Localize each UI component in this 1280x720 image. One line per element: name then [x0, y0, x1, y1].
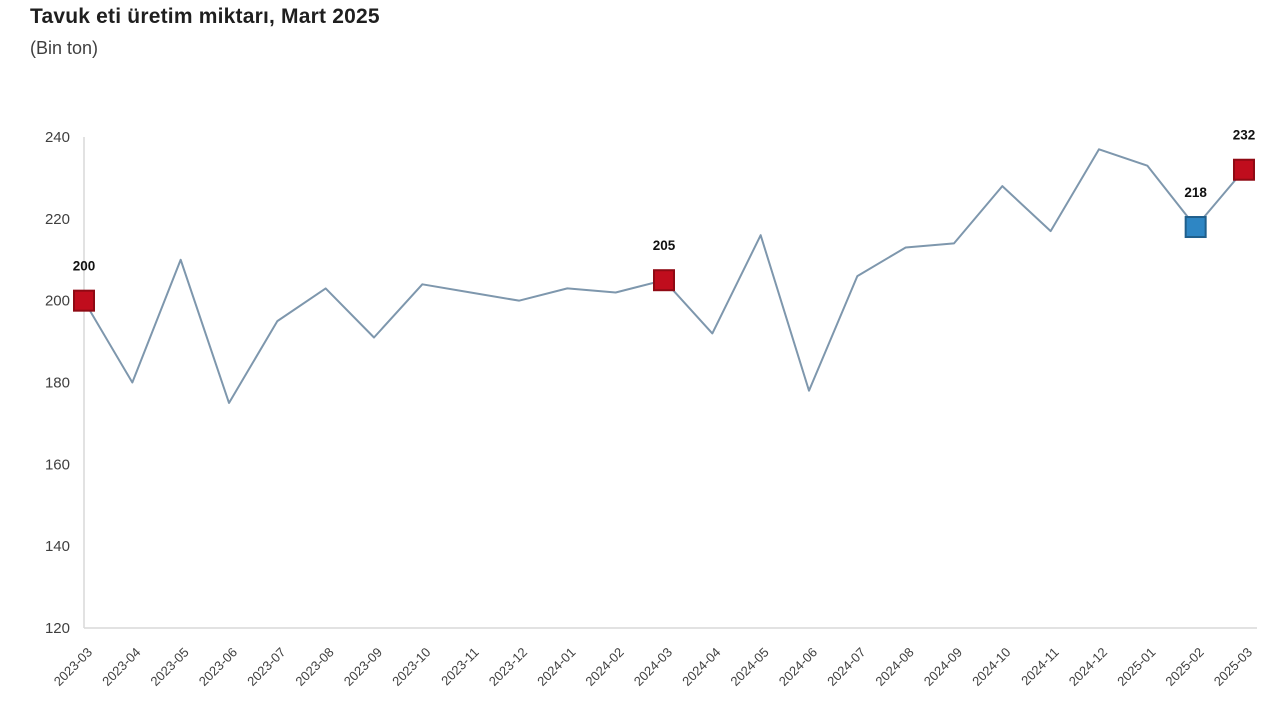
x-tick-label: 2024-10: [969, 645, 1013, 689]
chart-subtitle: (Bin ton): [30, 38, 99, 58]
x-tick-label: 2023-03: [51, 645, 95, 689]
y-tick-label: 120: [45, 620, 70, 637]
x-tick-label: 2023-10: [389, 645, 433, 689]
chart-title: Tavuk eti üretim miktarı, Mart 2025: [30, 5, 380, 28]
y-tick-label: 200: [45, 293, 70, 310]
x-tick-label: 2023-09: [341, 645, 385, 689]
x-tick-label: 2023-06: [196, 645, 240, 689]
x-tick-label: 2023-11: [438, 645, 482, 689]
x-tick-label: 2024-02: [582, 645, 626, 689]
data-label-2025-03: 232: [1233, 128, 1256, 143]
x-tick-label: 2023-08: [292, 645, 336, 689]
x-tick-label: 2023-12: [486, 645, 530, 689]
data-label-2025-02: 218: [1184, 185, 1207, 200]
x-tick-label: 2024-08: [872, 645, 916, 689]
data-marker-2025-03: [1232, 158, 1255, 181]
data-marker-2023-03: [73, 289, 95, 312]
y-tick-label: 160: [45, 456, 70, 473]
y-tick-label: 240: [45, 129, 70, 146]
y-tick-label: 180: [45, 375, 70, 392]
data-marker-2025-02: [1184, 216, 1207, 239]
data-label-2023-03: 200: [73, 259, 96, 274]
x-tick-label: 2023-05: [147, 645, 191, 689]
x-tick-label: 2024-11: [1018, 645, 1062, 689]
x-tick-label: 2024-04: [679, 645, 723, 689]
x-tick-label: 2024-12: [1066, 645, 1110, 689]
x-tick-label: 2025-02: [1162, 645, 1206, 689]
x-tick-label: 2024-03: [631, 645, 675, 689]
x-tick-label: 2025-03: [1211, 645, 1255, 689]
x-tick-label: 2024-06: [776, 645, 820, 689]
x-tick-label: 2024-01: [534, 645, 578, 689]
x-tick-label: 2023-04: [99, 645, 143, 689]
x-tick-label: 2024-09: [921, 645, 965, 689]
x-tick-label: 2023-07: [244, 645, 288, 689]
y-tick-label: 220: [45, 211, 70, 228]
x-tick-label: 2024-05: [727, 645, 771, 689]
data-marker-2024-03: [652, 269, 675, 292]
chart-header: Tavuk eti üretim miktarı, Mart 2025 (Bin…: [30, 5, 380, 59]
data-label-2024-03: 205: [653, 238, 676, 253]
y-tick-label: 140: [45, 538, 70, 555]
x-tick-label: 2024-07: [824, 645, 868, 689]
x-tick-label: 2025-01: [1114, 645, 1158, 689]
